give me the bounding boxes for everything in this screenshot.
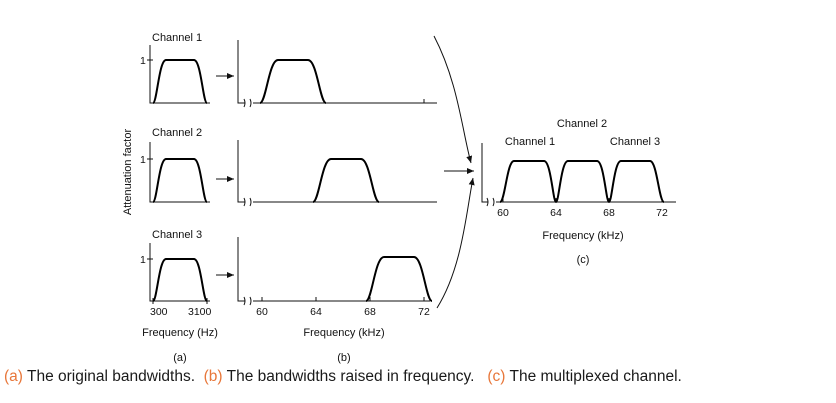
frequency-division-diagram: Attenuation factor Channel 1 1 Channel 2… <box>122 32 676 364</box>
arrow-b-row3-to-c <box>436 177 475 309</box>
panel-c: Channel 2 Channel 1 Channel 3 60 64 68 7… <box>481 118 676 266</box>
panel-c-axes <box>481 143 676 203</box>
panel-c-xlabel: Frequency (kHz) <box>542 230 623 242</box>
panel-b-xtick-64: 64 <box>310 306 322 318</box>
panel-c-xtick-68: 68 <box>603 207 615 219</box>
panel-b-xtick-68: 68 <box>364 306 376 318</box>
panel-c-channel-1-label: Channel 1 <box>505 136 555 148</box>
panel-b-channel-2-passband <box>312 158 380 203</box>
panel-c-xtick-60: 60 <box>497 207 509 219</box>
panel-a-row3-axes <box>147 243 210 304</box>
panel-b-channel-3-passband <box>365 256 433 302</box>
panel-a-channel-3-label: Channel 3 <box>152 229 202 241</box>
caption-text-c: The multiplexed channel. <box>505 368 682 385</box>
caption-key-c: (c) <box>487 368 506 385</box>
panel-c-xtick-72: 72 <box>656 207 668 219</box>
panel-c-tag: (c) <box>577 254 590 266</box>
panel-b: 60 64 68 72 Frequency (kHz) (b) <box>237 40 437 364</box>
panel-c-channel-1-passband <box>499 160 557 203</box>
caption-text-a: The original bandwidths. <box>22 368 195 385</box>
panel-a-tag: (a) <box>173 352 186 364</box>
panel-c-channel-3-label: Channel 3 <box>610 136 660 148</box>
panel-b-row3-break <box>243 296 252 306</box>
panel-b-row1-axes <box>237 40 437 104</box>
panel-c-channel-3-passband <box>608 160 665 203</box>
panel-a-row3-passband <box>152 258 208 302</box>
caption-text-b: The bandwidths raised in frequency. <box>222 368 475 385</box>
panel-a: Channel 1 1 Channel 2 1 Channel 3 1 300 … <box>140 32 218 364</box>
panel-b-xlabel: Frequency (kHz) <box>303 327 384 339</box>
panel-a-row1-passband <box>152 59 208 104</box>
panel-a-xlabel: Frequency (Hz) <box>142 327 218 339</box>
panel-b-tag: (b) <box>337 352 350 364</box>
panel-c-channel-2-passband <box>555 160 610 203</box>
panel-a-xtick-3100: 3100 <box>188 306 212 318</box>
panel-a-channel-2-label: Channel 2 <box>152 127 202 139</box>
panel-a-row2-axes <box>147 142 210 203</box>
panel-a-row1-ytick: 1 <box>140 55 146 67</box>
panel-a-xtick-300: 300 <box>150 306 168 318</box>
panel-b-xtick-72: 72 <box>418 306 430 318</box>
panel-c-break <box>486 197 495 207</box>
figure-caption: (a) The original bandwidths. (b) The ban… <box>4 368 834 386</box>
panel-a-channel-1-label: Channel 1 <box>152 32 202 44</box>
panel-b-channel-1-passband <box>259 59 327 104</box>
panel-a-row3-ytick: 1 <box>140 254 146 266</box>
panel-a-row1-axes <box>147 45 210 104</box>
panel-b-row1-break <box>243 98 252 108</box>
panel-a-row2-ytick: 1 <box>140 154 146 166</box>
panel-b-row2-axes <box>237 140 437 203</box>
caption-key-a: (a) <box>4 368 23 385</box>
y-axis-title: Attenuation factor <box>122 129 134 216</box>
caption-key-b: (b) <box>203 368 223 385</box>
panel-c-xtick-64: 64 <box>550 207 562 219</box>
arrow-b-row1-to-c <box>433 35 473 164</box>
panel-b-row3-axes <box>237 237 430 302</box>
panel-b-row2-break <box>243 197 252 207</box>
panel-a-row2-passband <box>152 158 208 203</box>
panel-b-xtick-60: 60 <box>256 306 268 318</box>
panel-c-channel-2-label: Channel 2 <box>557 118 607 130</box>
